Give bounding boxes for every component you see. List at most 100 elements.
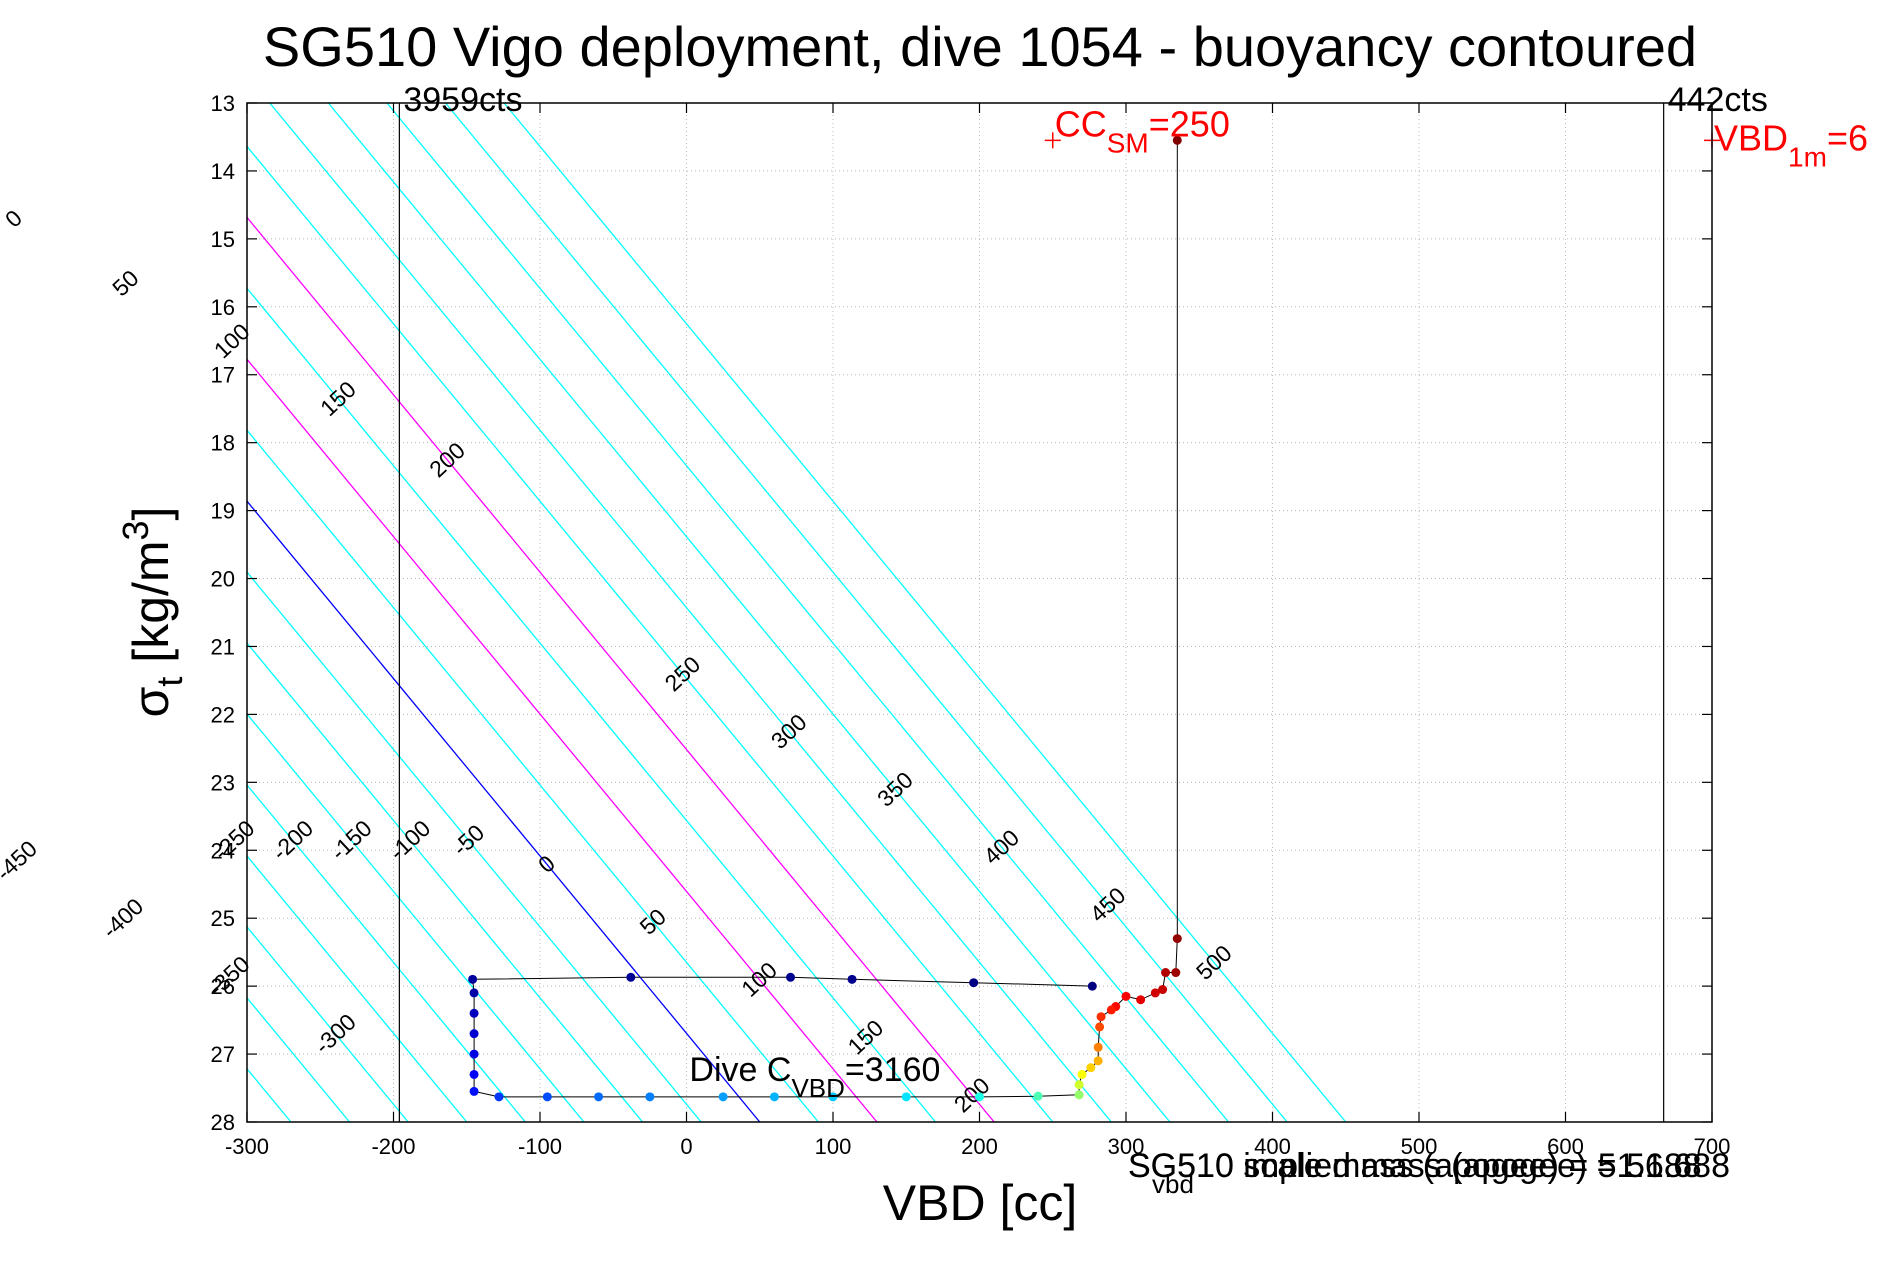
dive-point [469,1086,479,1096]
x-tick-label: 600 [1547,1134,1584,1159]
vbd-subscript: vbd [1152,1169,1194,1199]
contour-line [247,571,702,1122]
y-tick-label: 20 [211,567,235,592]
y-tick-label: 18 [211,431,235,456]
y-tick-label: 25 [211,906,235,931]
y-tick-label: 24 [211,838,235,863]
dive-point [1033,1091,1043,1101]
contour-line [269,103,1112,1122]
dive-c-label-value: =3160 [845,1051,941,1089]
y-axis-label: σt [kg/m3] [115,507,190,718]
dive-point [1171,968,1181,978]
dive-point [1093,1056,1103,1066]
vbd1m-label-sub: 1m [1788,141,1827,172]
contour-line [247,287,937,1122]
y-axis-label-main: σ [123,686,179,717]
dive-point [469,988,479,998]
x-tick-label: -300 [225,1134,269,1159]
x-tick-label: 300 [1108,1134,1145,1159]
chart-title: SG510 Vigo deployment, dive 1054 - buoya… [263,15,1697,78]
x-tick-label: 400 [1254,1134,1291,1159]
contour-line [247,642,644,1122]
dive-point [847,974,857,984]
dive-point [494,1092,504,1102]
grid [247,103,1712,1122]
dive-point [468,974,478,984]
y-axis-label-sup: 3 [115,520,156,540]
x-axis-label: VBD [cc] [883,1175,1077,1231]
dive-point [542,1092,552,1102]
contour-line [247,783,526,1122]
overlapping-annotation: SG510 implied mass (apogee) = 51.688 SG5… [1128,1147,1730,1199]
y-tick-label: 17 [211,363,235,388]
dive-point [1074,1090,1084,1100]
y-tick-label: 23 [211,770,235,795]
svg-text:σt [kg/m3]: σt [kg/m3] [115,507,190,718]
cc-label-main: CC [1055,103,1107,144]
cc-label-value: =250 [1149,103,1230,144]
y-tick-label: 16 [211,295,235,320]
y-tick-label: 26 [211,974,235,999]
vbd1m-label-main: VBD [1714,117,1788,158]
contour-line [247,145,1054,1122]
y-axis-label-sub: t [149,677,190,687]
dive-point [1086,1063,1096,1073]
dive-point [1172,934,1182,944]
contour-line [327,103,1171,1122]
axes: -300 -200 -100 0 100 200 300 400 500 600 700 13 14 15… [211,91,1731,1159]
dive-point [975,1092,984,1102]
buoyancy-contours [247,103,1347,1122]
dive-point [901,1092,911,1102]
dive-point [1093,1042,1103,1052]
limit-label: 442cts [1668,81,1768,119]
dive-point [828,1092,838,1102]
dive-point [469,1008,479,1018]
scale-mass-note: SG510 scale mass (apogee) = 51.688 [1128,1147,1702,1185]
dive-point [626,972,636,982]
x-tick-label: 100 [815,1134,852,1159]
limit-label: 3959cts [403,81,522,119]
dive-point [1158,985,1168,995]
dive-point [594,1092,604,1102]
dive-point [1161,968,1171,978]
y-tick-label: 22 [211,702,235,727]
x-tick-label: -200 [371,1134,415,1159]
contour-line [247,429,819,1122]
dive-trace-line [472,140,1178,1098]
dive-point [1172,135,1182,145]
y-tick-label: 14 [211,159,235,184]
dive-point [718,1092,728,1102]
dive-point [469,1029,479,1039]
dive-point [1095,1022,1105,1032]
dive-point [1074,1080,1084,1090]
dive-c-label-sub: VBD [791,1073,844,1103]
y-axis-label-close: ] [123,507,179,521]
contour-line [386,103,1230,1122]
x-tick-label: 0 [680,1134,692,1159]
contour-line [247,358,878,1122]
dive-trace [468,135,1182,1102]
contour-line [247,713,585,1122]
dive-point [1106,1005,1116,1015]
y-tick-label: 28 [211,1110,235,1135]
dive-point [469,1069,479,1079]
vbd1m-label: VBD1m=6 [1714,117,1868,172]
dive-point [469,1049,479,1059]
x-tick-label: 700 [1694,1134,1731,1159]
y-tick-label: 19 [211,499,235,524]
dive-point [769,1092,779,1102]
dive-point [645,1092,655,1102]
dive-point [1150,988,1160,998]
x-tick-label: 500 [1401,1134,1438,1159]
dive-point [1096,1012,1106,1022]
contour-line [445,103,1288,1122]
dive-point [1077,1069,1087,1079]
y-tick-label: 13 [211,91,235,116]
x-tick-label: -100 [518,1134,562,1159]
dive-point [786,972,796,982]
dive-point [1121,991,1131,1001]
contour-line [247,925,409,1122]
cc-label-sub: SM [1107,127,1149,158]
